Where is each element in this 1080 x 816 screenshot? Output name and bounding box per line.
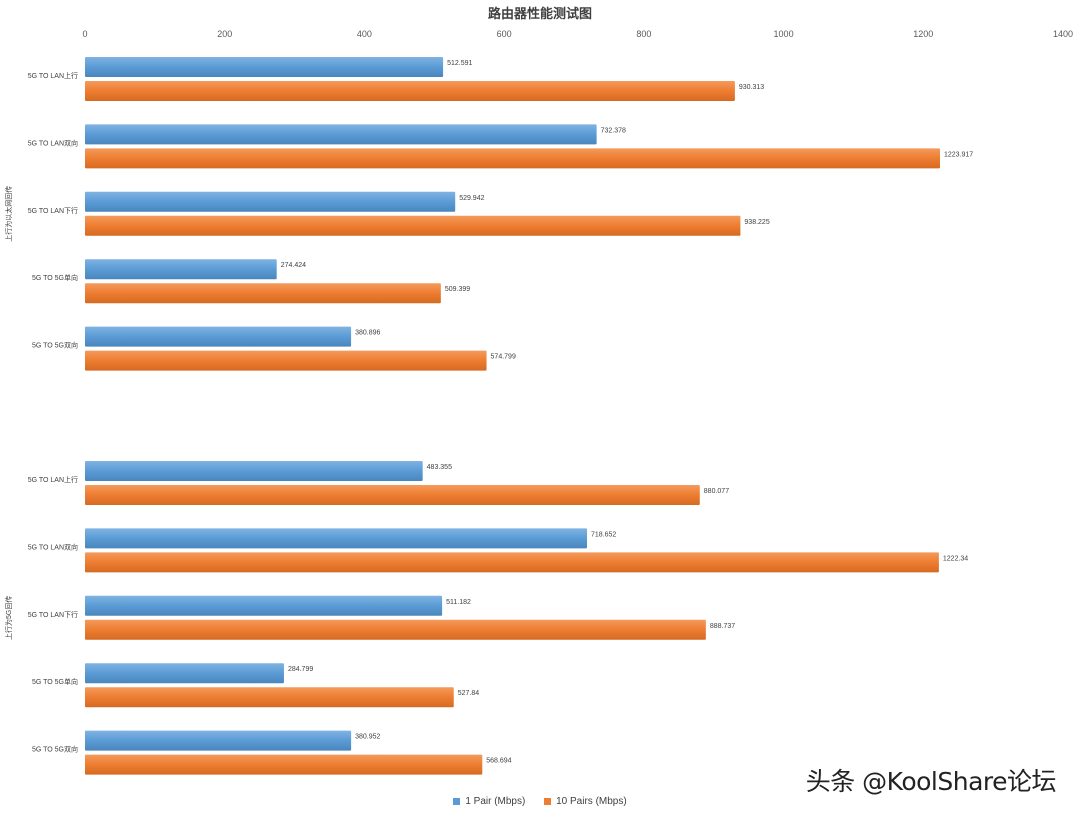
category-label: 5G TO 5G单向	[32, 677, 78, 686]
data-label: 511.182	[446, 599, 471, 606]
bar-1-pair	[85, 730, 352, 751]
x-tick-label: 200	[217, 29, 232, 39]
bar-1-pair	[85, 191, 456, 212]
data-label: 284.799	[288, 666, 313, 673]
data-label: 1223.917	[944, 151, 973, 158]
bar-10-pairs	[85, 485, 700, 505]
bar-1-pair	[85, 326, 352, 347]
legend-item-series2: 10 Pairs (Mbps)	[544, 796, 627, 807]
bar-1-pair	[85, 124, 597, 145]
category-label: 5G TO 5G单向	[32, 273, 78, 282]
category-label: 5G TO LAN双向	[28, 138, 78, 147]
bars: 5G TO LAN上行 512.591 930.313 5G TO LAN双向 732.…	[28, 57, 973, 775]
x-axis: 0 200 400 600 800 1000 1200 1400	[82, 29, 1073, 39]
group-label: 上行为以太网回传	[4, 186, 13, 242]
data-label: 483.355	[427, 464, 452, 471]
data-label: 527.84	[458, 690, 480, 697]
data-label: 938.225	[744, 219, 769, 226]
category-label: 5G TO LAN上行	[28, 475, 78, 484]
data-label: 574.799	[491, 354, 516, 361]
bar-10-pairs	[85, 148, 940, 169]
category-label: 5G TO LAN下行	[28, 206, 78, 215]
data-label: 509.399	[445, 286, 470, 293]
data-label: 880.077	[704, 488, 729, 495]
bar-1-pair	[85, 259, 277, 280]
data-label: 568.694	[486, 758, 511, 765]
x-tick-label: 0	[82, 29, 87, 39]
x-tick-label: 400	[357, 29, 372, 39]
data-label: 1222.34	[943, 555, 968, 562]
bar-10-pairs	[85, 81, 735, 101]
x-tick-label: 1200	[913, 29, 933, 39]
legend-label-series1: 1 Pair (Mbps)	[465, 796, 526, 807]
data-label: 380.896	[355, 330, 380, 337]
data-label: 529.942	[459, 195, 484, 202]
group-label: 上行为5G回传	[4, 596, 13, 640]
watermark-text: 头条 @KoolShare论坛	[805, 767, 1057, 796]
legend: 1 Pair (Mbps) 10 Pairs (Mbps)	[0, 796, 1080, 808]
data-label: 732.378	[601, 127, 626, 134]
data-label: 718.652	[591, 531, 616, 538]
data-label: 274.424	[281, 262, 306, 269]
bar-10-pairs	[85, 754, 483, 775]
data-label: 888.737	[710, 623, 735, 630]
bar-10-pairs	[85, 215, 741, 236]
bar-10-pairs	[85, 283, 441, 304]
bar-10-pairs	[85, 687, 454, 708]
bar-1-pair	[85, 663, 284, 684]
category-label: 5G TO 5G双向	[32, 745, 78, 754]
legend-swatch-blue	[453, 798, 461, 805]
bar-1-pair	[85, 57, 444, 77]
legend-item-series1: 1 Pair (Mbps)	[453, 796, 525, 807]
category-label: 5G TO 5G双向	[32, 341, 78, 350]
bar-10-pairs	[85, 552, 939, 573]
bar-1-pair	[85, 595, 443, 616]
bar-10-pairs	[85, 619, 706, 640]
legend-label-series2: 10 Pairs (Mbps)	[556, 796, 627, 807]
category-label: 5G TO LAN下行	[28, 610, 78, 619]
x-tick-label: 1400	[1053, 29, 1073, 39]
x-tick-label: 800	[636, 29, 651, 39]
category-label: 5G TO LAN上行	[28, 71, 78, 80]
bar-10-pairs	[85, 350, 487, 371]
category-label: 5G TO LAN双向	[28, 542, 78, 551]
chart-title: 路由器性能测试图	[488, 6, 592, 21]
data-label: 380.952	[355, 734, 380, 741]
data-label: 512.591	[447, 60, 472, 67]
x-tick-label: 1000	[774, 29, 794, 39]
x-tick-label: 600	[497, 29, 512, 39]
legend-swatch-orange	[544, 798, 552, 805]
bar-1-pair	[85, 461, 423, 481]
data-label: 930.313	[739, 84, 764, 91]
bar-1-pair	[85, 528, 588, 549]
